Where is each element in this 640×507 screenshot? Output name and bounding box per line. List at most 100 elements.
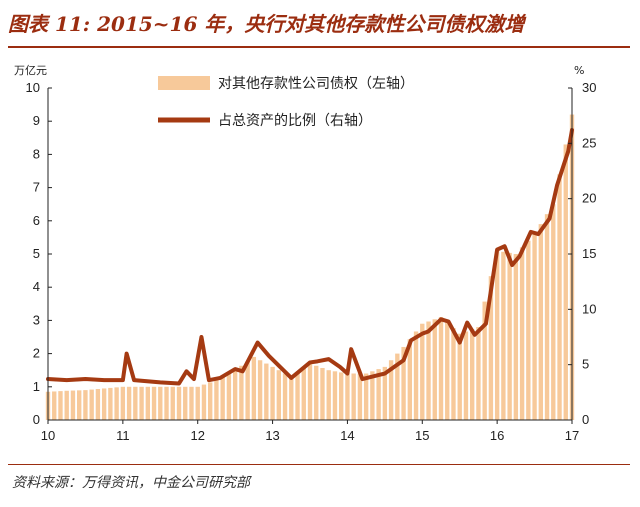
bar xyxy=(52,391,57,420)
bar xyxy=(463,331,469,420)
x-tick-label: 16 xyxy=(490,428,504,443)
x-tick-label: 12 xyxy=(190,428,204,443)
left-tick-label: 5 xyxy=(33,246,40,261)
bar xyxy=(494,250,500,420)
bar xyxy=(239,365,244,420)
bar xyxy=(320,367,325,420)
bar xyxy=(114,387,119,420)
bar xyxy=(77,390,82,420)
left-tick-label: 2 xyxy=(33,346,40,361)
bar xyxy=(538,224,543,420)
bar xyxy=(513,254,519,420)
bar xyxy=(95,389,101,420)
bar xyxy=(451,328,456,420)
bar xyxy=(214,380,219,420)
bar xyxy=(245,361,250,420)
bar xyxy=(432,319,437,420)
bar xyxy=(58,391,63,420)
bar xyxy=(220,376,225,420)
ratio-line xyxy=(46,128,574,386)
x-tick-label: 17 xyxy=(565,428,579,443)
bar xyxy=(108,387,113,420)
left-axis-unit: 万亿元 xyxy=(14,64,47,77)
legend-swatch-bar xyxy=(158,76,210,90)
x-tick-label: 15 xyxy=(415,428,429,443)
left-tick-label: 4 xyxy=(33,279,40,294)
bar xyxy=(289,376,294,420)
bar xyxy=(401,346,406,420)
chart-title: 图表 11: 2015~16 年，央行对其他存款性公司债权激增 xyxy=(8,12,525,36)
bar xyxy=(270,366,275,420)
bar xyxy=(351,373,356,420)
title-divider xyxy=(8,46,630,48)
left-tick-label: 9 xyxy=(33,113,40,128)
bar xyxy=(195,386,200,420)
bar xyxy=(226,373,232,420)
bar xyxy=(332,371,338,420)
bar xyxy=(413,331,419,420)
left-tick-label: 6 xyxy=(33,213,40,228)
right-tick-label: 20 xyxy=(582,191,596,206)
bar xyxy=(301,367,306,420)
bar xyxy=(145,386,150,420)
bar xyxy=(126,386,132,420)
bar xyxy=(326,370,331,420)
x-tick-label: 10 xyxy=(41,428,55,443)
bar xyxy=(388,360,394,420)
bar xyxy=(526,240,531,420)
bar xyxy=(482,301,487,420)
bar xyxy=(307,363,313,420)
bar xyxy=(357,373,363,420)
left-tick-label: 3 xyxy=(33,312,40,327)
legend-label-line: 占总资产的比例（右轴） xyxy=(218,113,372,129)
bar xyxy=(563,144,568,420)
right-tick-label: 25 xyxy=(582,135,596,150)
bar xyxy=(557,174,562,420)
bar xyxy=(264,363,269,420)
x-tick-label: 13 xyxy=(265,428,279,443)
x-tick-label: 11 xyxy=(116,428,130,443)
bar xyxy=(208,382,213,420)
right-tick-label: 0 xyxy=(582,412,589,427)
bar xyxy=(363,373,369,420)
bar xyxy=(544,214,550,420)
bar xyxy=(189,386,194,420)
right-tick-label: 5 xyxy=(582,357,589,372)
bar xyxy=(470,329,475,420)
bar xyxy=(519,247,525,420)
legend-label-bar: 对其他存款性公司债权（左轴） xyxy=(218,76,414,92)
bar xyxy=(101,388,107,420)
bar xyxy=(295,372,300,420)
left-tick-label: 0 xyxy=(33,412,40,427)
bar xyxy=(551,204,556,420)
bar xyxy=(251,356,257,420)
bar xyxy=(70,390,76,420)
bar xyxy=(382,366,388,420)
legend: 对其他存款性公司债权（左轴） 占总资产的比例（右轴） xyxy=(158,76,414,129)
bar xyxy=(151,386,157,420)
right-tick-label: 30 xyxy=(582,80,596,95)
x-tick-label: 14 xyxy=(340,428,354,443)
bar xyxy=(507,252,512,420)
bar xyxy=(83,390,88,420)
bar xyxy=(164,386,169,420)
bar xyxy=(158,386,163,420)
bar xyxy=(376,369,381,420)
source-note: 资料来源：万得资讯，中金公司研究部 xyxy=(12,475,250,491)
bar xyxy=(232,370,238,420)
bar xyxy=(339,372,344,420)
bar xyxy=(120,386,126,420)
bar xyxy=(257,360,263,420)
right-tick-label: 15 xyxy=(582,246,596,261)
bar xyxy=(395,353,400,420)
bar xyxy=(501,251,506,420)
bar xyxy=(176,386,182,420)
bar xyxy=(457,333,462,420)
footer-divider xyxy=(8,464,630,465)
left-tick-label: 8 xyxy=(33,146,40,161)
line-series xyxy=(46,128,574,386)
left-tick-label: 7 xyxy=(33,180,40,195)
bar xyxy=(407,339,412,420)
left-tick-label: 10 xyxy=(26,80,40,95)
bar xyxy=(314,365,319,420)
